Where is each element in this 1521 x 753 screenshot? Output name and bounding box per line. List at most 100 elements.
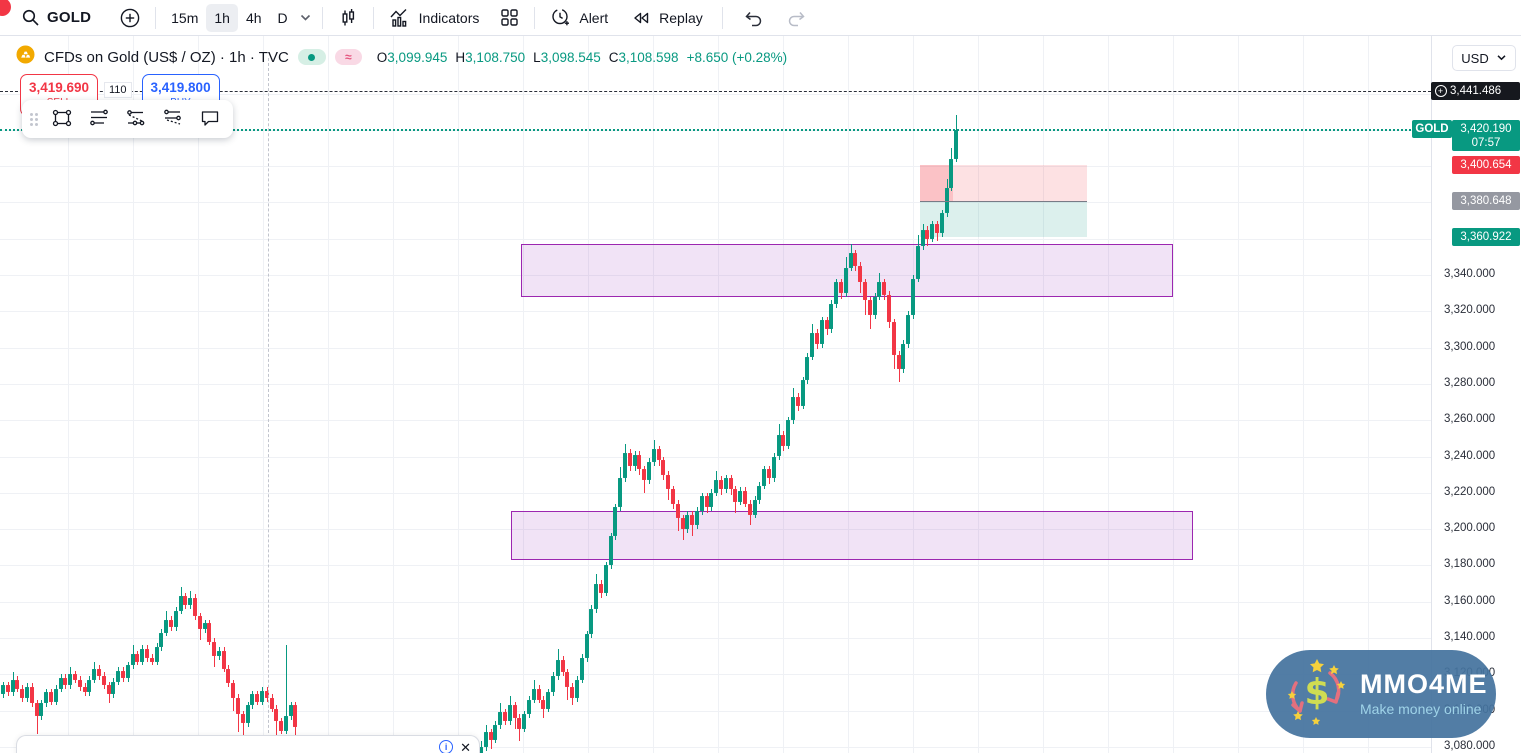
- v-gridline: [263, 36, 264, 753]
- rectangle-tool-button[interactable]: [45, 104, 79, 134]
- alert-price-label[interactable]: +3,441.486: [1431, 81, 1520, 100]
- candle-body: [541, 699, 545, 709]
- redo-button[interactable]: [779, 4, 815, 32]
- candle-body: [604, 565, 608, 593]
- currency-select[interactable]: USD: [1452, 45, 1516, 71]
- close-icon[interactable]: ✕: [460, 739, 471, 753]
- current-price-line[interactable]: [0, 129, 1431, 132]
- candle-body: [270, 697, 274, 709]
- v-gridline: [1368, 36, 1369, 753]
- candle-body: [140, 648, 144, 662]
- candle-body: [246, 705, 250, 724]
- gold-coin-icon: [16, 45, 35, 69]
- candle-body: [897, 354, 901, 370]
- high-value: 3,108.750: [465, 49, 526, 65]
- indicators-button[interactable]: Indicators: [381, 4, 487, 32]
- candle-body: [585, 634, 589, 658]
- candle-body: [102, 676, 106, 686]
- candle-body: [791, 396, 795, 421]
- watermark-title: MMO4ME: [1360, 669, 1488, 699]
- drag-handle[interactable]: [28, 112, 42, 126]
- candle-body: [873, 296, 877, 315]
- candle-body: [293, 705, 297, 727]
- position-entry-line[interactable]: [920, 201, 1087, 203]
- v-gridline: [913, 36, 914, 753]
- chart-pane[interactable]: [0, 36, 1431, 753]
- timeframe-menu-button[interactable]: [296, 4, 315, 32]
- candle-body: [786, 420, 790, 446]
- replay-button[interactable]: Replay: [623, 4, 710, 32]
- top-toolbar: GOLD 15m 1h 4h D: [0, 0, 1521, 36]
- candle-body: [121, 670, 125, 678]
- candle-body: [255, 694, 259, 702]
- rectangle-tool-icon: [50, 106, 74, 133]
- close-key: C: [608, 49, 619, 65]
- candle-body: [863, 282, 867, 301]
- grid-squares-icon: [499, 7, 520, 28]
- candle-body: [666, 474, 670, 490]
- v-gridline: [393, 36, 394, 753]
- stop-price-label[interactable]: 3,400.654: [1452, 155, 1520, 174]
- candle-body: [825, 320, 829, 330]
- candle-body: [882, 282, 886, 295]
- h-gridline: [0, 456, 1431, 458]
- candle-body: [193, 598, 197, 617]
- horizontal-rays-tool-button[interactable]: [82, 104, 116, 134]
- candle-body: [954, 129, 958, 159]
- candle-body: [810, 333, 814, 357]
- candle-body: [618, 478, 622, 508]
- chevron-down-icon: [299, 11, 312, 24]
- candle-body: [849, 253, 853, 268]
- candle-body: [126, 665, 130, 678]
- alert-button[interactable]: Alert: [542, 4, 615, 32]
- chart-style-button[interactable]: [330, 4, 366, 32]
- target-price-label[interactable]: 3,360.922: [1452, 228, 1520, 247]
- candle-body: [820, 320, 824, 344]
- candle-body: [83, 687, 87, 693]
- alert-line[interactable]: [0, 90, 1431, 92]
- bottom-tooltip: i ✕: [16, 735, 480, 753]
- candle-body: [575, 679, 579, 698]
- candle-body: [97, 668, 101, 677]
- timeframe-1h[interactable]: 1h: [206, 3, 238, 32]
- timeframe-15m[interactable]: 15m: [163, 4, 206, 32]
- candle-body: [522, 714, 526, 729]
- undo-button[interactable]: [735, 4, 771, 32]
- timeframe-4h[interactable]: 4h: [238, 4, 270, 32]
- candle-body: [198, 616, 202, 629]
- alert-label: Alert: [579, 9, 609, 26]
- h-gridline: [0, 275, 1431, 276]
- high-key: H: [455, 49, 466, 65]
- h-gridline: [0, 710, 1431, 712]
- undo-arrow-icon: [742, 8, 764, 28]
- candle-body: [503, 712, 507, 722]
- info-icon[interactable]: i: [439, 740, 454, 753]
- candle-body: [517, 717, 521, 729]
- candle-body: [628, 452, 632, 466]
- comment-tool-button[interactable]: [193, 104, 227, 134]
- candle-body: [844, 267, 848, 294]
- chart-title[interactable]: CFDs on Gold (US$ / OZ) · 1h · TVC: [44, 48, 289, 66]
- candle-body: [489, 732, 493, 740]
- price-axis[interactable]: 3,340.000 3,320.000 3,300.000 3,280.000 3,26…: [1431, 36, 1521, 753]
- market-status-pill[interactable]: [297, 49, 326, 65]
- axis-tick: 3,180.000: [1444, 558, 1496, 571]
- flat-top-bottom-tool-button[interactable]: [119, 104, 153, 134]
- demand-zone-lower[interactable]: [511, 510, 1193, 560]
- add-symbol-button[interactable]: [112, 4, 148, 32]
- candle-body: [155, 647, 159, 662]
- candle-body: [217, 650, 221, 657]
- candle-body: [671, 489, 675, 504]
- candle-body: [513, 705, 517, 718]
- disjoint-channel-tool-button[interactable]: [156, 104, 190, 134]
- add-alert-plus-icon[interactable]: +: [1431, 82, 1450, 100]
- entry-price-label[interactable]: 3,380.648: [1452, 192, 1520, 211]
- approx-data-pill[interactable]: ≈: [334, 49, 362, 65]
- h-gridline: [0, 420, 1431, 422]
- current-price-symbol-tag: GOLD: [1412, 120, 1452, 139]
- layout-templates-button[interactable]: [492, 4, 527, 32]
- symbol-search-button[interactable]: GOLD: [14, 4, 98, 32]
- candle-body: [150, 657, 154, 662]
- timeframe-d[interactable]: D: [270, 4, 296, 32]
- candle-body: [637, 454, 641, 470]
